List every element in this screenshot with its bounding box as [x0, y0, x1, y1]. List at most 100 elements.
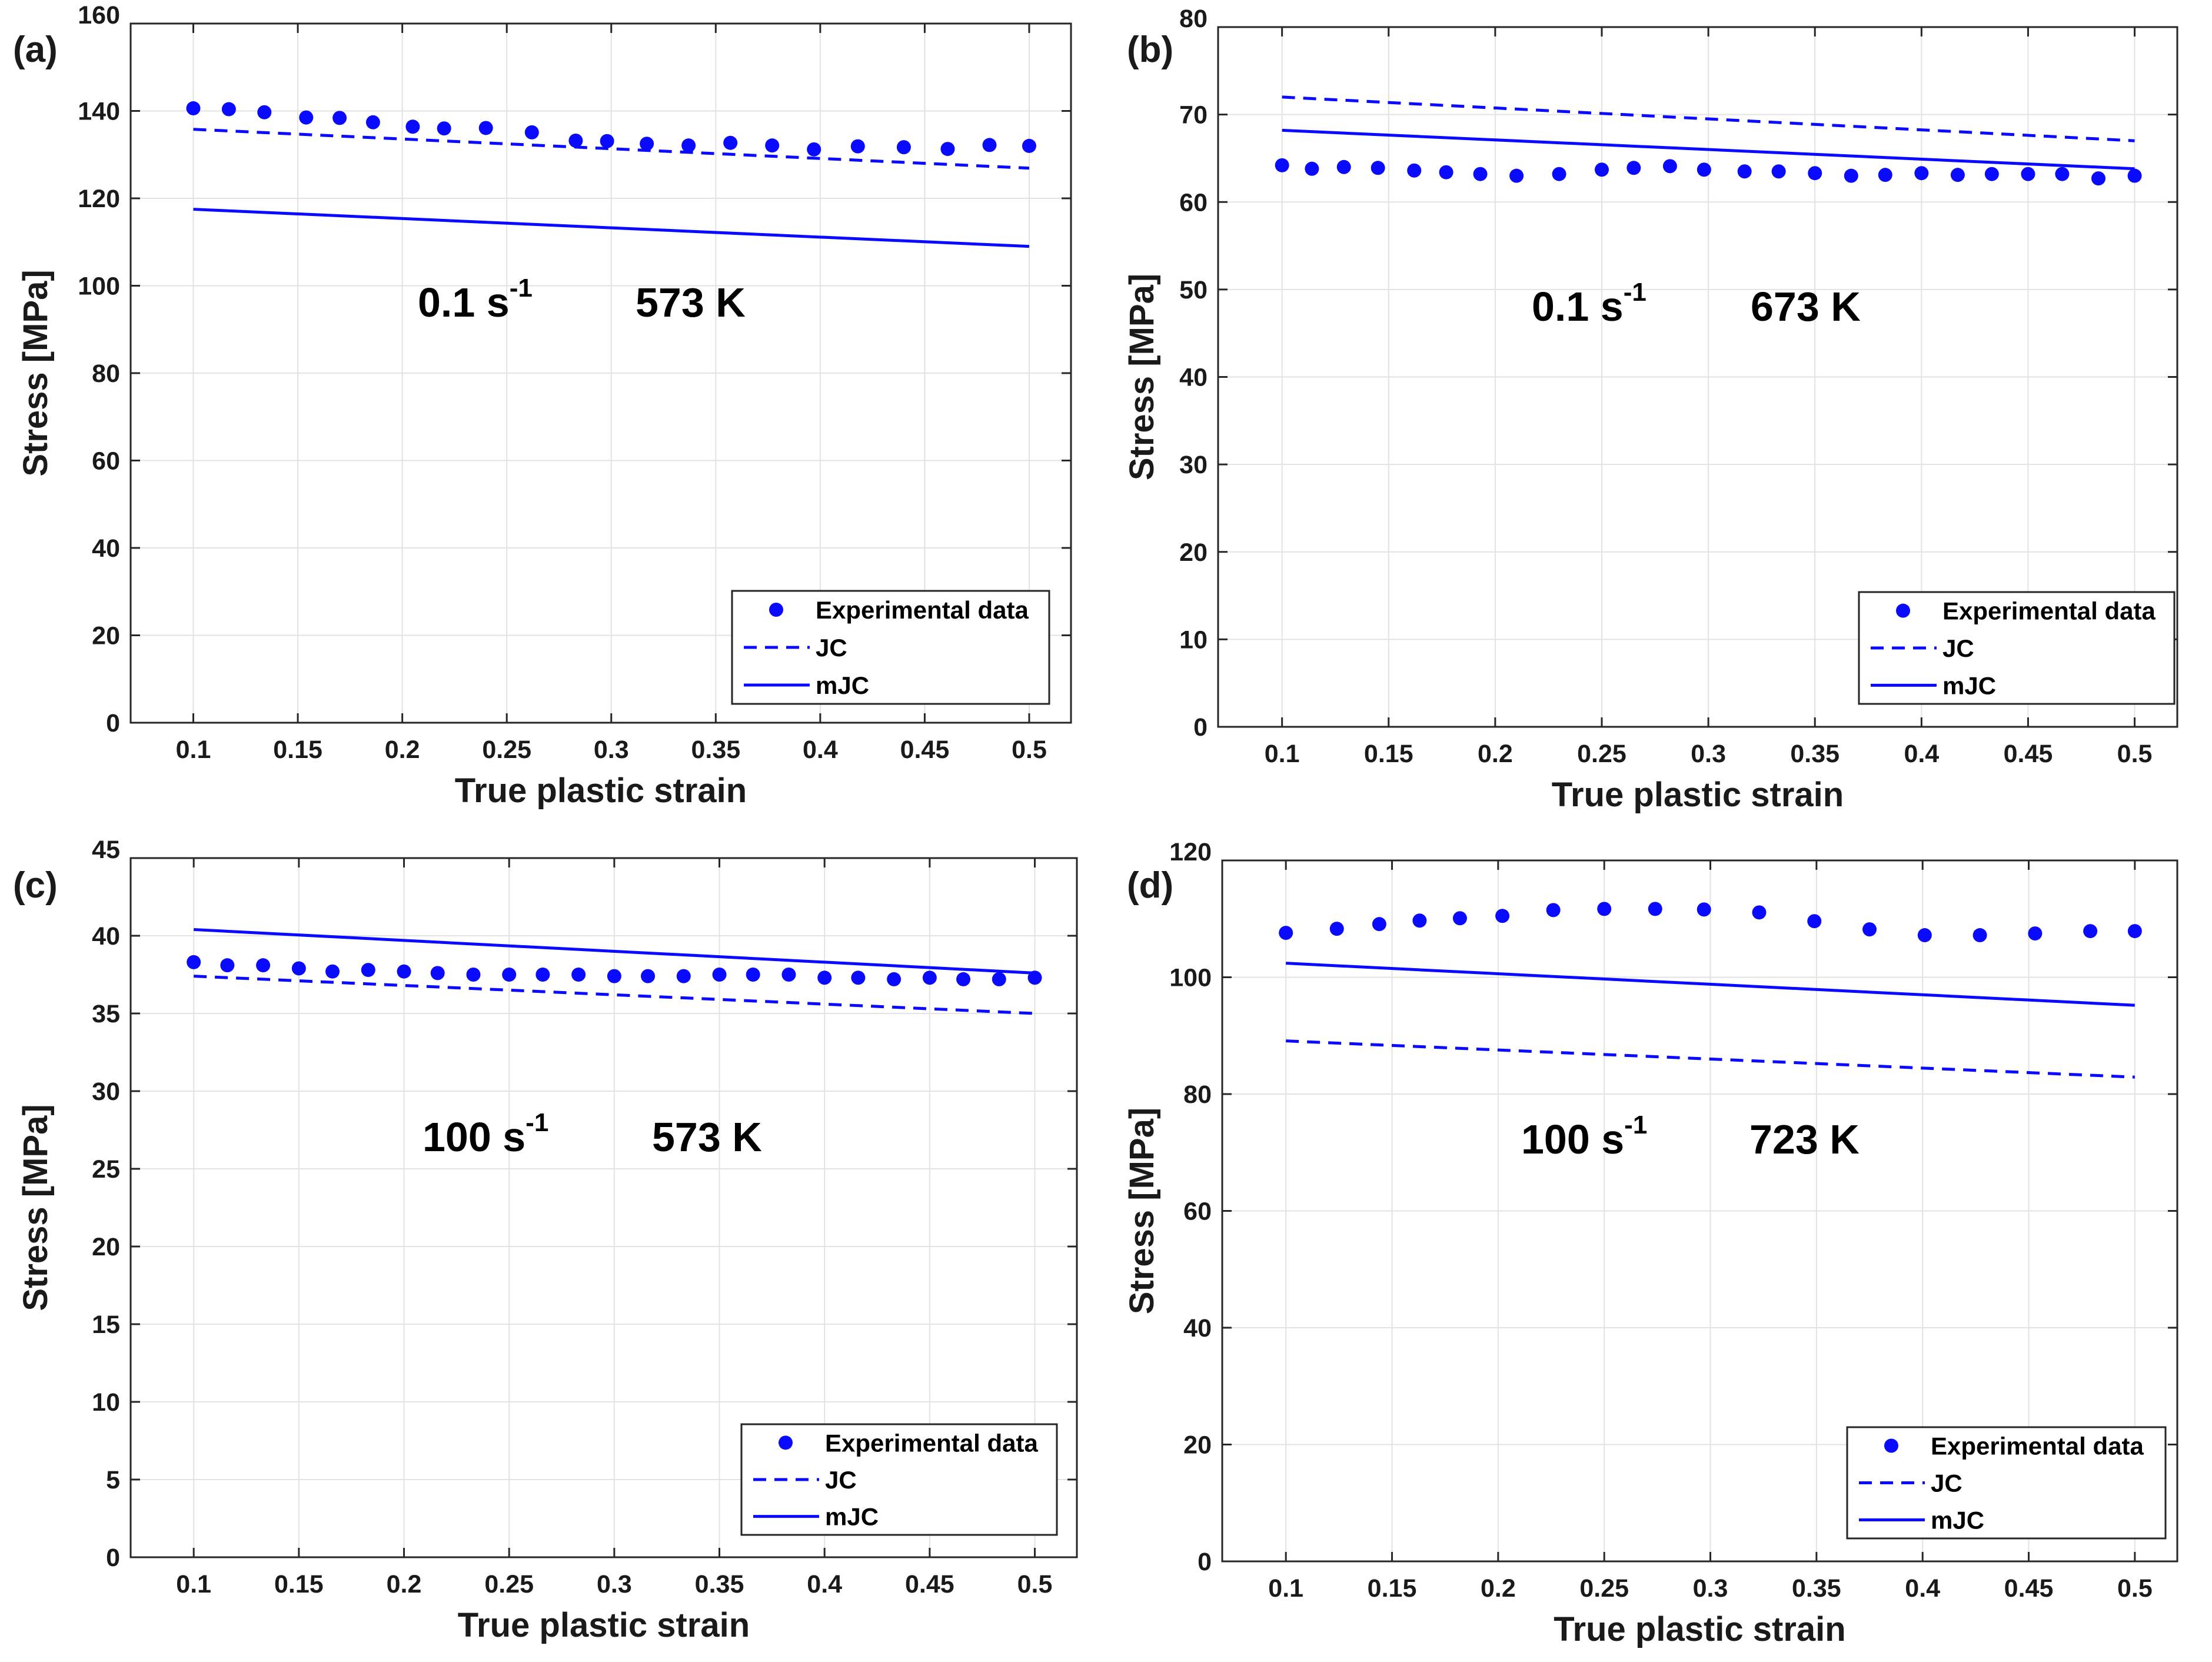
x-tick-label: 0.2: [1478, 740, 1513, 768]
axes-frame: [129, 857, 1078, 1558]
experimental-data-point: [186, 101, 201, 116]
experimental-data-point: [220, 958, 235, 973]
experimental-data-point: [1336, 159, 1351, 174]
y-tick-label: 0: [106, 1544, 120, 1572]
experimental-data-point: [2055, 167, 2070, 181]
y-tick-label: 10: [1179, 626, 1208, 654]
experimental-data-point: [568, 133, 583, 148]
y-axis-label: Stress [MPa]: [1123, 274, 1161, 480]
panel-label: (a): [13, 29, 58, 70]
experimental-data-point: [1807, 914, 1822, 929]
x-tick-label: 0.35: [1790, 740, 1840, 768]
experimental-data-point: [397, 964, 411, 979]
jc-line: [1282, 95, 2135, 142]
legend-label: Experimental data: [816, 596, 1029, 624]
experimental-data-point: [887, 972, 902, 986]
experimental-data-point: [257, 105, 272, 119]
y-tick-label: 60: [92, 447, 120, 476]
experimental-data-point: [2127, 924, 2142, 939]
legend-label: JC: [816, 634, 847, 662]
y-tick-label: 40: [1183, 1314, 1212, 1342]
y-tick-label: 100: [1169, 964, 1212, 992]
chart-panel-b: 0.1 0.15 0.2 0.25 0.3 0.35 0.4 0.45 0.5 0 10 20 30 40…: [1123, 5, 2178, 814]
y-tick-label: 5: [106, 1466, 120, 1494]
x-tick-label: 0.1: [176, 1570, 211, 1598]
x-tick-label: 0.5: [2117, 740, 2153, 768]
x-tick-label: 0.2: [385, 736, 420, 764]
chart-panel-c: 0.1 0.15 0.2 0.25 0.3 0.35 0.4 0.45 0.5 0 5 10 15 20 2…: [13, 836, 1078, 1644]
legend-label: Experimental data: [825, 1429, 1038, 1457]
x-tick-label: 0.45: [2004, 1574, 2054, 1603]
experimental-data-point: [1552, 167, 1566, 181]
x-tick-label: 0.3: [597, 1570, 632, 1598]
legend: Experimental data JC mJC: [1858, 591, 2176, 705]
experimental-data-point: [600, 134, 614, 148]
legend: Experimental data JC mJC: [740, 1423, 1058, 1536]
jc-line: [1286, 1039, 2135, 1079]
x-tick-label: 0.4: [1904, 740, 1939, 768]
experimental-data-point: [1329, 922, 1344, 936]
x-tick-label: 0.35: [691, 736, 740, 764]
y-tick-label: 70: [1179, 101, 1208, 129]
experimental-data-point: [1022, 138, 1036, 153]
experimental-data-point: [1984, 167, 1999, 181]
x-tick-label: 0.3: [594, 736, 629, 764]
experimental-data-point: [1917, 928, 1932, 943]
mjc-line: [193, 208, 1030, 248]
y-tick-label: 40: [92, 534, 120, 563]
experimental-data-point: [2028, 926, 2043, 941]
experimental-data-point: [1662, 159, 1677, 174]
y-tick-label: 120: [78, 185, 120, 213]
experimental-data-point: [2021, 167, 2035, 181]
experimental-data-point: [405, 119, 420, 134]
x-tick-label: 0.4: [1905, 1574, 1940, 1603]
y-tick-label: 20: [92, 1233, 120, 1261]
experimental-data-point: [1648, 902, 1662, 916]
experimental-data-point: [1412, 913, 1427, 928]
legend-label: mJC: [1942, 672, 1996, 699]
experimental-data-point: [851, 970, 866, 985]
experimental-data-point: [1495, 909, 1510, 923]
experimental-data-point: [1595, 162, 1609, 177]
experimental-data-point: [1878, 168, 1892, 182]
y-tick-label: 40: [1179, 364, 1208, 392]
y-tick-label: 120: [1169, 838, 1212, 866]
experimental-data-point: [299, 110, 314, 125]
experimental-data-point: [1950, 168, 1965, 182]
y-tick-label: 25: [92, 1155, 120, 1184]
experimental-data-point: [1407, 163, 1422, 178]
x-axis-label: True plastic strain: [1554, 1610, 1845, 1648]
x-tick-label: 0.25: [484, 1570, 534, 1598]
chart-panel-d: 0.1 0.15 0.2 0.25 0.3 0.35 0.4 0.45 0.5 0 20 40 60 80…: [1123, 838, 2178, 1648]
experimental-data-point: [850, 139, 865, 154]
experimental-data-point: [1275, 158, 1289, 172]
experimental-data-point: [1737, 164, 1752, 179]
experimental-data-point: [982, 138, 997, 152]
panel-label: (b): [1127, 29, 1173, 70]
experimental-data-point: [1439, 165, 1453, 180]
panel-label: (d): [1127, 865, 1173, 906]
x-tick-label: 0.35: [1792, 1574, 1841, 1603]
experimental-data-point: [2091, 171, 2105, 186]
y-tick-label: 40: [92, 922, 120, 950]
experimental-data-point: [1626, 161, 1641, 175]
y-tick-label: 80: [92, 360, 120, 388]
y-tick-label: 80: [1183, 1081, 1212, 1109]
y-tick-label: 10: [92, 1388, 120, 1417]
annotation-rate-superscript: -1: [525, 1108, 548, 1137]
x-axis-label: True plastic strain: [458, 1606, 750, 1644]
experimental-data-point: [1509, 168, 1524, 183]
experimental-data-point: [817, 970, 832, 985]
y-tick-label: 45: [92, 836, 120, 864]
x-tick-label: 0.35: [695, 1570, 744, 1598]
chart-panel-a: 0.1 0.15 0.2 0.25 0.3 0.35 0.4 0.45 0.5 0 20 40 60 80…: [13, 1, 1072, 810]
experimental-data-point: [1473, 167, 1488, 181]
y-axis-label: Stress [MPa]: [16, 270, 55, 476]
experimental-data-point: [478, 121, 493, 135]
experimental-data-point: [607, 969, 621, 983]
experimental-data-point: [291, 961, 306, 976]
experimental-data-point: [365, 115, 380, 129]
y-tick-label: 0: [106, 709, 120, 737]
legend-label: mJC: [816, 672, 869, 699]
experimental-data-point: [1808, 166, 1822, 181]
